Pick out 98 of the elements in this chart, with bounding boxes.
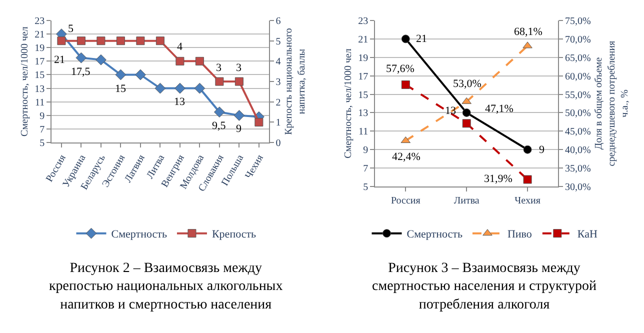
point <box>96 54 106 66</box>
point <box>156 36 164 46</box>
y-tick-label: 19 <box>34 43 45 54</box>
x-tick-label: Литва <box>454 195 480 206</box>
y-tick-label: 17 <box>34 56 45 68</box>
y2-tick-label: 6 <box>276 16 281 27</box>
point <box>523 175 532 184</box>
y2-tick-label: 0 <box>276 138 281 150</box>
point <box>522 42 532 48</box>
point <box>215 77 224 86</box>
data-label: 68,1% <box>514 26 542 38</box>
y-tick-label: 23 <box>358 16 368 27</box>
data-label: 21 <box>54 54 65 66</box>
y-axis-title: Смертность, чел/1000 чел <box>20 26 31 136</box>
y-tick-label: 21 <box>34 30 45 41</box>
x-tick-label: Россия <box>390 195 421 206</box>
data-label: 31,9% <box>484 173 512 185</box>
point <box>254 118 264 126</box>
data-label: 57,6% <box>386 63 414 75</box>
point <box>462 108 471 117</box>
data-label: 15 <box>115 83 126 95</box>
point <box>174 82 186 94</box>
point <box>154 82 166 94</box>
y2-tick-label: 1 <box>276 118 281 129</box>
legend-label: Крепость <box>212 228 256 241</box>
y2-axis-title: Доля в общем объеме среднедушевого потребления ч.а., % <box>593 40 630 166</box>
data-label: 13 <box>174 96 186 108</box>
y-tick-label: 9 <box>40 110 45 122</box>
point <box>214 106 225 118</box>
y-tick-label: 5 <box>363 182 368 193</box>
point <box>136 36 145 46</box>
y-tick-label: 13 <box>34 84 45 95</box>
point <box>194 82 206 94</box>
y2-tick-label: 40,0% <box>565 145 591 156</box>
data-label: 9,5 <box>212 120 226 132</box>
y2-tick-label: 50,0% <box>565 108 591 120</box>
y-tick-label: 7 <box>363 164 368 175</box>
y2-tick-label: 35,0% <box>565 164 591 175</box>
data-label: 17,5 <box>71 66 91 78</box>
data-label: 47,1% <box>485 103 514 115</box>
y-tick-label: 11 <box>358 126 368 138</box>
legend-label: Смертность <box>406 228 462 241</box>
legend-label: КаН <box>577 228 598 241</box>
point <box>76 36 86 46</box>
data-label: 9 <box>236 123 242 135</box>
y2-tick-label: 65,0% <box>565 52 591 64</box>
y-tick-label: 17 <box>358 71 368 82</box>
point <box>523 145 532 154</box>
point <box>76 52 87 64</box>
y2-tick-label: 45,0% <box>565 126 591 138</box>
point <box>234 77 244 86</box>
point <box>401 80 410 89</box>
point <box>401 34 410 44</box>
point <box>462 97 472 104</box>
y-axis-title: Смертность, чел/1000 чел <box>343 48 354 158</box>
data-label: 3 <box>216 62 222 74</box>
text: Рисунок 2 – Взаимосвязь между крепостью национальных алкогольных напитков и смертностью населения <box>49 261 283 312</box>
y-tick-label: 23 <box>34 16 45 27</box>
y-tick-label: 7 <box>40 124 45 136</box>
data-label: 3 <box>236 62 242 74</box>
y2-tick-label: 55,0% <box>565 90 591 101</box>
y2-tick-label: 30,0% <box>565 182 591 193</box>
point <box>195 56 204 66</box>
text: Рисунок 3 – Взаимосвязь между смертностью населения и структурой потребления алкоголя <box>372 261 598 312</box>
data-label: 53,0% <box>453 78 482 90</box>
y-tick-label: 11 <box>34 97 45 108</box>
data-label: 5 <box>68 23 74 35</box>
data-label: 21 <box>416 33 427 45</box>
y2-tick-label: 70,0% <box>565 34 591 46</box>
point <box>462 119 471 128</box>
point <box>135 69 146 80</box>
data-label: 4 <box>177 41 183 53</box>
y-tick-label: 21 <box>358 34 368 46</box>
point <box>57 36 66 46</box>
point <box>234 110 245 121</box>
y2-axis-title: Крепость национального напитка, баллы <box>283 28 308 135</box>
y-tick-label: 15 <box>34 70 45 82</box>
data-label: 9 <box>539 144 545 156</box>
data-label: 13 <box>445 105 456 117</box>
y2-tick-label: 2 <box>276 97 281 108</box>
y-tick-label: 9 <box>363 145 368 156</box>
point <box>96 36 106 46</box>
x-tick-label: Чехия <box>514 195 541 206</box>
y2-tick-label: 4 <box>276 56 281 68</box>
y-tick-label: 13 <box>358 108 368 120</box>
y-tick-label: 15 <box>358 90 368 101</box>
y2-tick-label: 5 <box>276 36 281 48</box>
point <box>116 36 125 46</box>
y2-tick-label: 75,0% <box>565 16 591 27</box>
legend-label: Смертность <box>111 228 167 241</box>
y-tick-label: 19 <box>358 52 368 64</box>
y-tick-label: 5 <box>40 138 45 150</box>
point <box>176 56 184 66</box>
y2-tick-label: 3 <box>276 77 281 88</box>
point <box>115 69 126 80</box>
y2-tick-label: 60,0% <box>565 71 591 82</box>
data-label: 42,4% <box>392 151 420 163</box>
legend-label: Пиво <box>507 228 532 241</box>
